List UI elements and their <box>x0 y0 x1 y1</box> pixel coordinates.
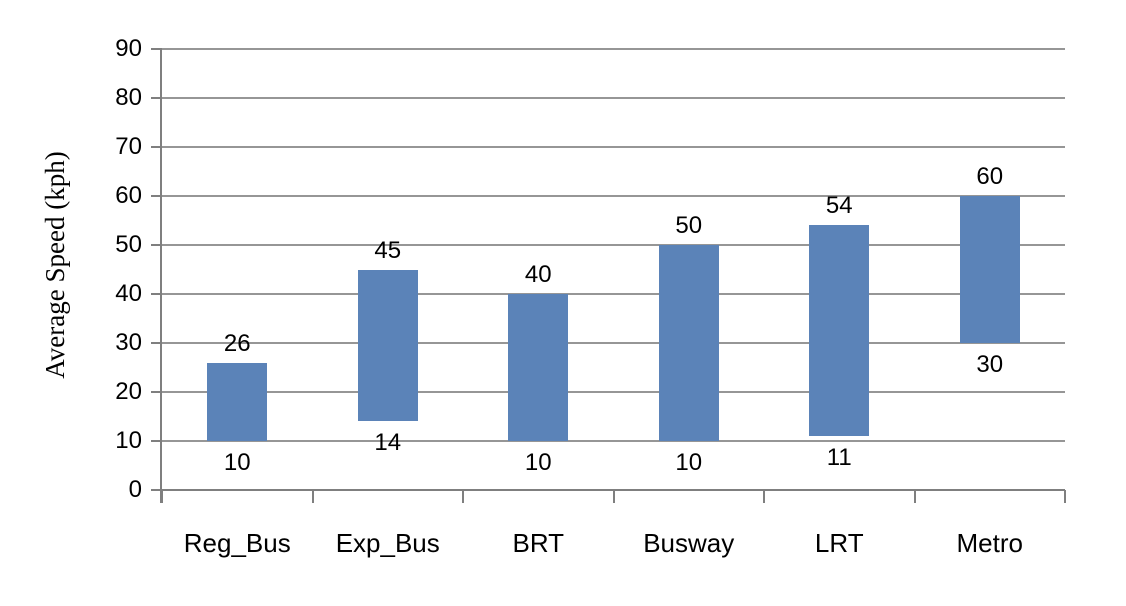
x-axis-tick-5 <box>913 490 916 503</box>
y-axis-tick-20 <box>151 391 162 393</box>
y-axis-tick-30 <box>151 342 162 344</box>
category-label-metro: Metro <box>956 528 1023 558</box>
bar-low-label-lrt: 11 <box>826 444 852 472</box>
bar-lrt <box>809 225 870 437</box>
x-axis-line <box>162 489 1065 491</box>
bar-high-label-lrt: 54 <box>825 192 853 220</box>
y-axis-title: Average Speed (kph) <box>40 151 70 379</box>
y-axis-tick-70 <box>151 146 162 148</box>
y-tick-label-60: 60 <box>115 182 142 209</box>
bar-busway <box>658 245 719 441</box>
gridline-70 <box>162 146 1065 148</box>
y-axis-tick-90 <box>151 48 162 50</box>
bar-low-label-reg-bus: 10 <box>223 449 251 476</box>
bar-high-label-metro: 60 <box>976 163 1004 190</box>
bar-low-label-brt: 10 <box>524 449 552 476</box>
gridline-80 <box>162 97 1065 99</box>
y-axis-tick-80 <box>151 97 162 99</box>
category-label-reg-bus: Reg_Bus <box>183 528 291 558</box>
category-label-lrt: LRT <box>814 528 864 558</box>
y-tick-label-70: 70 <box>115 133 142 160</box>
bar-high-label-exp-bus: 45 <box>374 236 402 264</box>
y-tick-label-10: 10 <box>115 427 142 454</box>
y-axis-tick-60 <box>151 195 162 197</box>
gridline-90 <box>162 48 1065 50</box>
bar-high-label-busway: 50 <box>675 212 703 239</box>
y-tick-label-0: 0 <box>128 476 142 503</box>
y-axis-tick-0 <box>151 489 162 491</box>
bar-high-label-brt: 40 <box>524 261 552 288</box>
bar-low-label-metro: 30 <box>976 351 1004 378</box>
category-label-busway: Busway <box>643 528 735 558</box>
y-axis-tick-40 <box>151 293 162 295</box>
gridline-60 <box>162 195 1065 197</box>
gridline-30 <box>162 342 1065 344</box>
bar-low-label-exp-bus: 14 <box>374 429 402 457</box>
bar-exp-bus <box>357 269 418 422</box>
bar-low-label-busway: 10 <box>675 449 703 476</box>
bar-metro <box>959 196 1020 343</box>
x-axis-tick-4 <box>763 490 765 503</box>
y-tick-label-20: 20 <box>115 378 142 405</box>
y-tick-label-50: 50 <box>115 231 142 258</box>
y-tick-label-80: 80 <box>115 84 142 111</box>
bar-high-label-reg-bus: 26 <box>223 329 251 357</box>
x-axis-tick-2 <box>462 490 464 503</box>
gridline-20 <box>162 391 1065 393</box>
category-label-exp-bus: Exp_Bus <box>335 528 440 558</box>
bar-brt <box>508 294 569 441</box>
gridline-40 <box>162 293 1065 295</box>
y-tick-label-90: 90 <box>115 35 142 62</box>
x-axis-tick-0 <box>161 490 163 503</box>
category-label-brt: BRT <box>512 528 565 558</box>
y-axis-tick-10 <box>151 440 162 442</box>
y-tick-label-30: 30 <box>115 329 142 356</box>
y-axis-tick-50 <box>151 244 162 246</box>
y-tick-label-40: 40 <box>115 280 142 307</box>
x-axis-tick-6 <box>1064 490 1066 503</box>
gridline-50 <box>162 244 1065 246</box>
gridline-10 <box>162 440 1065 442</box>
bar-reg-bus <box>207 362 268 441</box>
x-axis-tick-1 <box>311 490 314 503</box>
x-axis-tick-3 <box>612 490 615 503</box>
y-axis-line <box>160 48 162 503</box>
